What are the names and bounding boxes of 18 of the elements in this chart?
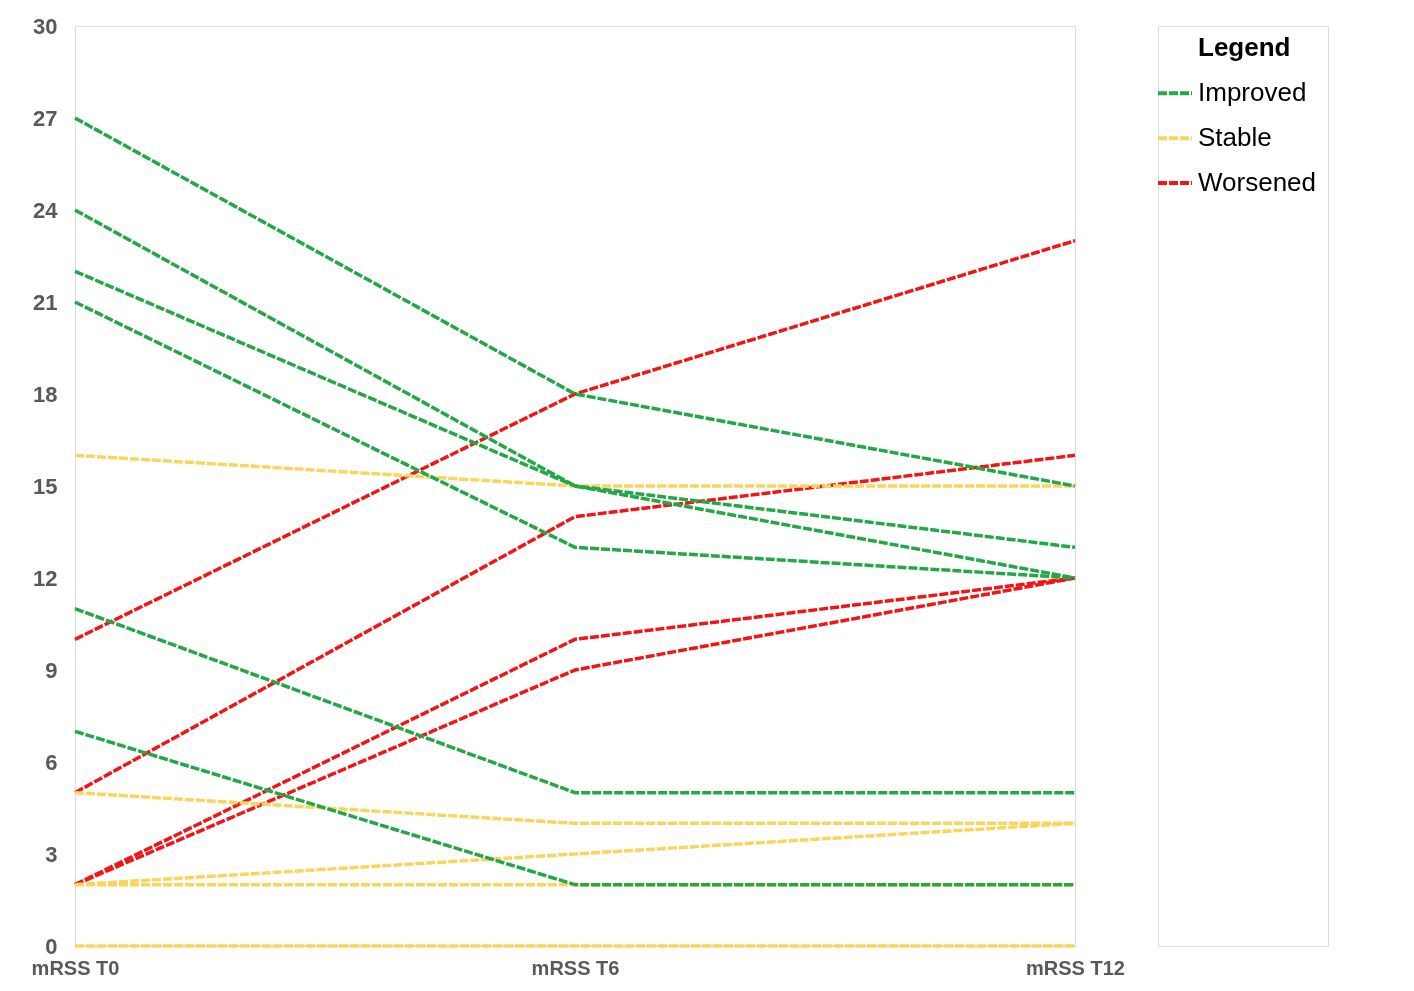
x-tick-label: mRSS T12 [1026, 956, 1125, 979]
x-tick-label: mRSS T0 [31, 956, 120, 979]
y-tick-label: 6 [45, 749, 58, 775]
legend-label: Stable [1198, 122, 1272, 153]
y-tick-label: 9 [45, 657, 58, 683]
y-tick-label: 15 [33, 473, 58, 499]
legend-label: Improved [1198, 77, 1307, 108]
y-tick-label: 18 [33, 381, 58, 407]
y-tick-label: 12 [33, 565, 58, 591]
y-tick-label: 0 [45, 933, 58, 959]
y-tick-label: 21 [33, 289, 58, 315]
x-tick-label: mRSS T6 [531, 956, 620, 979]
y-tick-label: 24 [33, 197, 59, 223]
y-tick-label: 27 [33, 105, 58, 131]
legend-title: Legend [1198, 32, 1291, 63]
legend-label: Worsened [1198, 167, 1317, 198]
y-tick-label: 30 [33, 13, 58, 39]
y-tick-label: 3 [45, 841, 58, 867]
